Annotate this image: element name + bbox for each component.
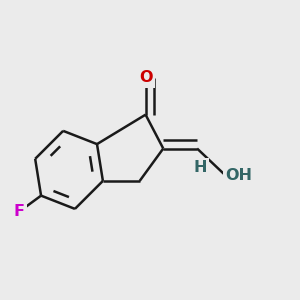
Text: F: F bbox=[14, 204, 25, 219]
Text: H: H bbox=[193, 160, 207, 175]
Text: O: O bbox=[139, 70, 152, 86]
Text: OH: OH bbox=[225, 167, 252, 182]
